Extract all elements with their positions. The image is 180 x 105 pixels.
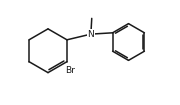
Text: N: N <box>87 30 94 39</box>
Text: Br: Br <box>65 66 75 75</box>
